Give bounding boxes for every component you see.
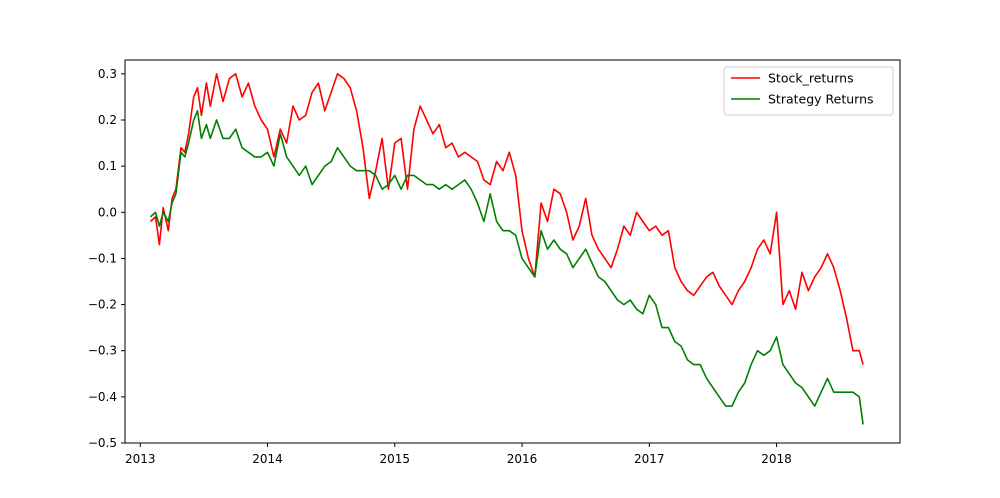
x-tick-label: 2018 [761, 452, 792, 466]
y-axis: 0.3 0.2 0.1 0.0 −0.1 −0.2 −0.3 −0.4 −0.5 [88, 67, 125, 450]
legend: Stock_returns Strategy Returns [723, 66, 894, 116]
legend-label-0: Stock_returns [768, 71, 854, 86]
y-tick-label: −0.3 [88, 344, 117, 358]
y-tick-label: −0.2 [88, 298, 117, 312]
series-line-1 [149, 110, 864, 425]
x-axis: 2013 2014 2015 2016 2017 2018 [125, 443, 792, 466]
y-tick-label: −0.4 [88, 390, 117, 404]
y-tick-label: 0.0 [98, 205, 117, 219]
x-tick-label: 2016 [507, 452, 538, 466]
y-tick-label: 0.2 [98, 113, 117, 127]
y-tick-label: 0.3 [98, 67, 117, 81]
series-layer [149, 73, 864, 425]
x-tick-label: 2017 [634, 452, 665, 466]
x-tick-label: 2015 [380, 452, 411, 466]
plot-background [125, 60, 900, 443]
legend-frame [723, 66, 894, 116]
y-tick-label: −0.5 [88, 436, 117, 450]
y-tick-label: −0.1 [88, 251, 117, 265]
x-tick-label: 2013 [125, 452, 156, 466]
x-tick-label: 2014 [252, 452, 283, 466]
series-line-0 [149, 73, 864, 365]
y-tick-label: 0.1 [98, 159, 117, 173]
legend-label-1: Strategy Returns [768, 92, 874, 107]
plot-frame [124, 59, 901, 444]
